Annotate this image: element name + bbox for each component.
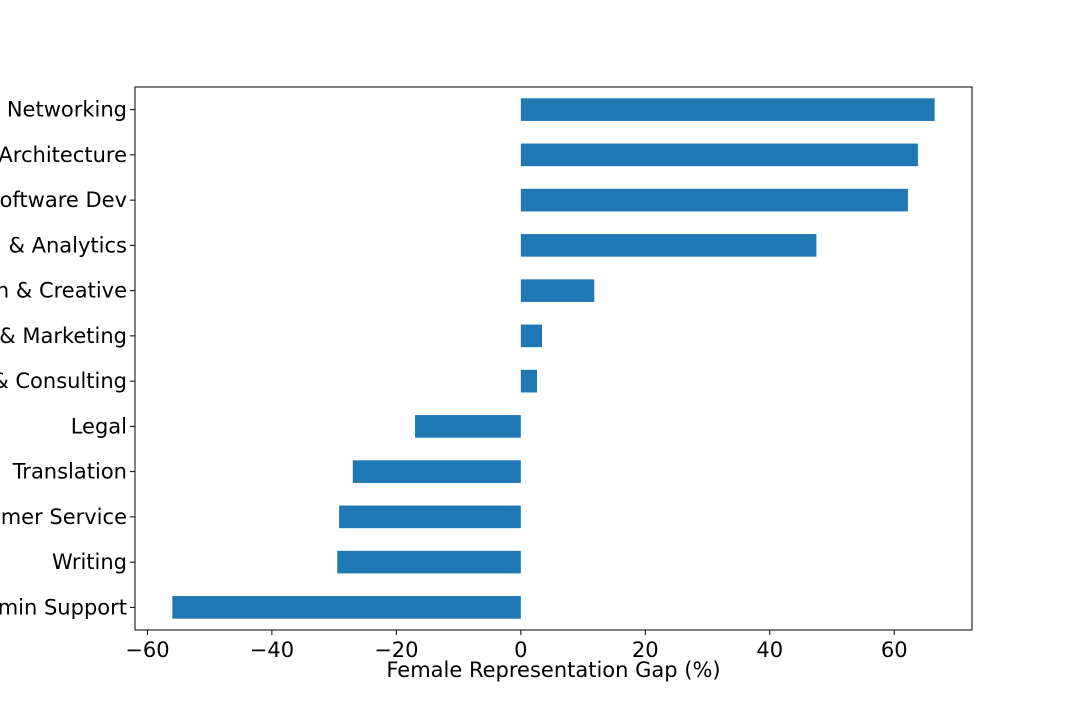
x-tick-label: −40: [250, 638, 294, 662]
x-tick-label: 20: [632, 638, 659, 662]
y-tick-label: Networking: [7, 98, 127, 122]
bar: [520, 143, 918, 167]
x-tick-label: −20: [374, 638, 418, 662]
y-tick-label: mer Service: [1, 505, 127, 529]
bar: [520, 324, 542, 348]
y-tick-label: & Analytics: [9, 233, 127, 257]
bar: [337, 550, 521, 574]
y-tick-label: Architecture: [0, 143, 127, 167]
bar: [520, 234, 817, 257]
bar: [339, 505, 521, 529]
y-tick-label: Writing: [52, 550, 127, 574]
bar: [172, 596, 521, 619]
x-tick-label: 60: [881, 638, 908, 662]
bars-group: [172, 98, 935, 619]
y-tick-label: & Consulting: [0, 369, 127, 393]
y-tick-label: & Marketing: [0, 324, 127, 348]
bar: [352, 460, 521, 483]
bar: [520, 188, 908, 212]
y-tick-label: oftware Dev: [0, 188, 127, 212]
bar: [520, 98, 935, 121]
x-tick-label: 0: [514, 638, 527, 662]
bar: [520, 279, 595, 302]
y-tick-label: n & Creative: [0, 279, 127, 303]
x-axis: −60 −40 −20 0 20 40 60: [125, 630, 908, 662]
plot-frame: [134, 86, 973, 631]
x-tick-label: −60: [125, 638, 169, 662]
x-tick-label: 40: [756, 638, 783, 662]
y-tick-label: Translation: [12, 460, 127, 484]
bar: [415, 415, 521, 438]
x-axis-title: Female Representation Gap (%): [386, 658, 720, 682]
bar: [520, 369, 538, 393]
y-axis: Networking Architecture oftware Dev & Analy…: [0, 98, 135, 619]
y-tick-label: min Support: [0, 595, 127, 619]
y-tick-label: Legal: [71, 414, 127, 438]
